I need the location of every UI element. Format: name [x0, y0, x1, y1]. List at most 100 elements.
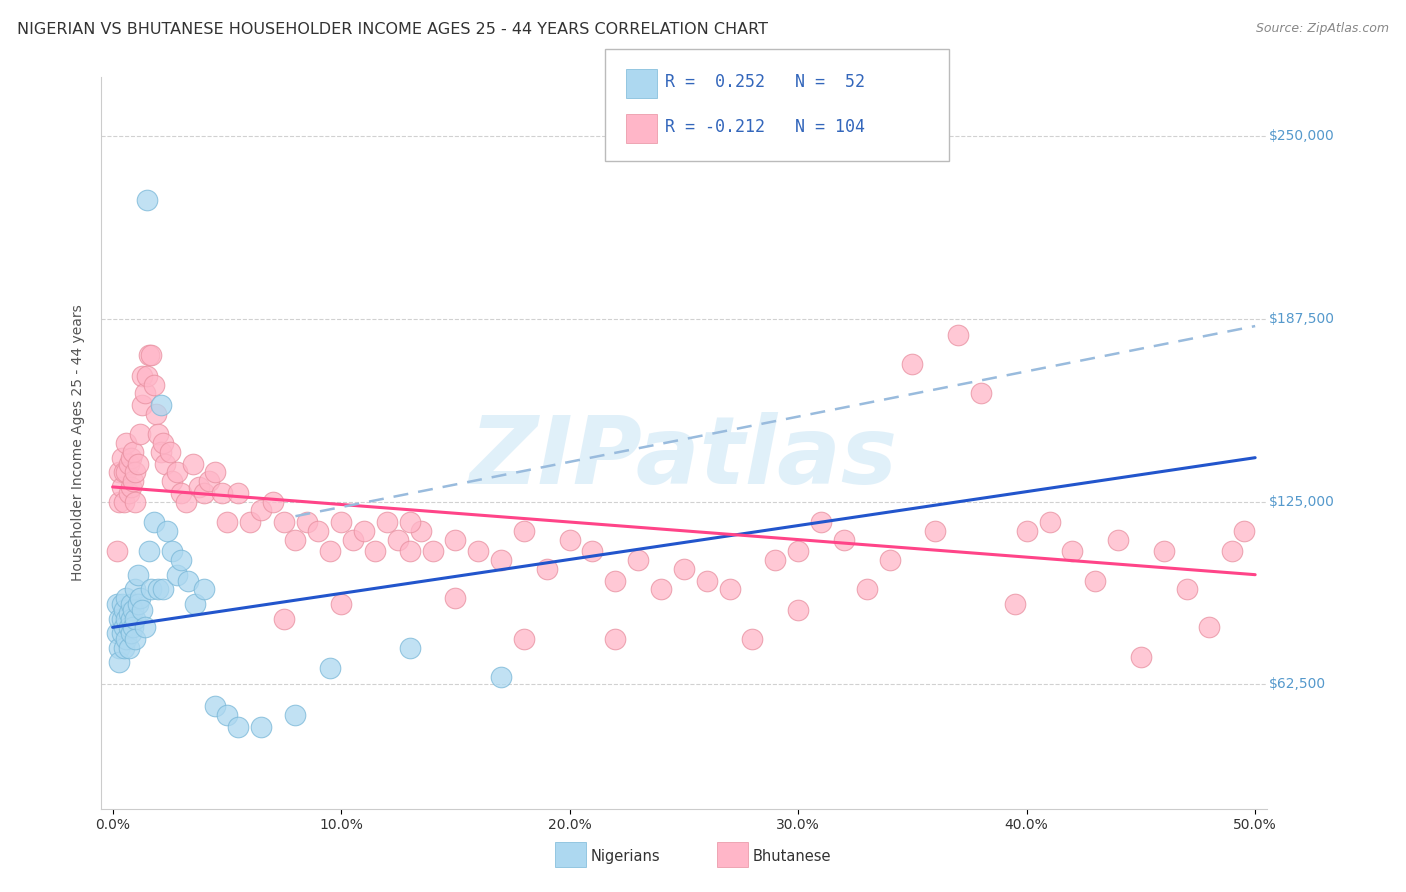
Text: NIGERIAN VS BHUTANESE HOUSEHOLDER INCOME AGES 25 - 44 YEARS CORRELATION CHART: NIGERIAN VS BHUTANESE HOUSEHOLDER INCOME…: [17, 22, 768, 37]
Text: R =  0.252   N =  52: R = 0.252 N = 52: [665, 73, 865, 91]
Point: [1004, 597, 1026, 611]
Point: [138, 544, 160, 558]
Point: [741, 632, 763, 646]
Point: [138, 348, 160, 362]
Point: [1175, 582, 1198, 597]
Point: [832, 533, 855, 547]
Point: [387, 533, 409, 547]
Point: [124, 465, 146, 479]
Point: [115, 632, 138, 646]
Point: [273, 515, 295, 529]
Point: [112, 465, 135, 479]
Point: [120, 611, 142, 625]
Point: [117, 485, 139, 500]
Point: [284, 533, 307, 547]
Point: [1153, 544, 1175, 558]
Point: [787, 603, 810, 617]
Point: [307, 524, 329, 538]
Point: [112, 494, 135, 508]
Point: [120, 597, 142, 611]
Point: [166, 567, 188, 582]
Point: [763, 553, 786, 567]
Point: [946, 327, 969, 342]
Point: [122, 445, 145, 459]
Point: [135, 368, 157, 383]
Point: [111, 450, 134, 465]
Point: [250, 503, 273, 517]
Point: [422, 544, 444, 558]
Point: [108, 465, 131, 479]
Point: [152, 582, 174, 597]
Point: [605, 574, 627, 588]
Point: [467, 544, 489, 558]
Point: [181, 457, 204, 471]
Point: [120, 626, 142, 640]
Point: [215, 708, 238, 723]
Point: [489, 553, 512, 567]
Point: [112, 640, 135, 655]
Point: [398, 515, 420, 529]
Point: [262, 494, 284, 508]
Point: [193, 582, 215, 597]
Point: [122, 620, 145, 634]
Point: [120, 450, 142, 465]
Point: [398, 640, 420, 655]
Point: [536, 562, 558, 576]
Point: [160, 474, 183, 488]
Point: [970, 386, 993, 401]
Point: [117, 606, 139, 620]
Point: [1233, 524, 1256, 538]
Point: [148, 582, 170, 597]
Point: [105, 544, 128, 558]
Point: [108, 494, 131, 508]
Point: [330, 597, 353, 611]
Point: [160, 544, 183, 558]
Point: [127, 567, 149, 582]
Point: [111, 597, 134, 611]
Text: R = -0.212   N = 104: R = -0.212 N = 104: [665, 119, 865, 136]
Point: [273, 611, 295, 625]
Point: [112, 620, 135, 634]
Point: [810, 515, 832, 529]
Point: [319, 544, 342, 558]
Point: [156, 524, 179, 538]
Point: [129, 427, 152, 442]
Point: [117, 620, 139, 634]
Point: [1220, 544, 1243, 558]
Point: [1084, 574, 1107, 588]
Point: [353, 524, 375, 538]
Point: [108, 611, 131, 625]
Point: [127, 597, 149, 611]
Point: [1015, 524, 1038, 538]
Point: [105, 597, 128, 611]
Point: [204, 465, 226, 479]
Point: [117, 640, 139, 655]
Point: [129, 591, 152, 605]
Point: [142, 515, 165, 529]
Point: [250, 720, 273, 734]
Point: [122, 474, 145, 488]
Point: [444, 591, 467, 605]
Point: [115, 611, 138, 625]
Point: [141, 348, 163, 362]
Point: [197, 474, 219, 488]
Point: [193, 485, 215, 500]
Text: Bhutanese: Bhutanese: [752, 849, 831, 863]
Point: [513, 524, 536, 538]
Point: [159, 445, 181, 459]
Point: [124, 632, 146, 646]
Text: Source: ZipAtlas.com: Source: ZipAtlas.com: [1256, 22, 1389, 36]
Point: [696, 574, 718, 588]
Point: [855, 582, 877, 597]
Point: [149, 398, 172, 412]
Point: [718, 582, 741, 597]
Point: [284, 708, 307, 723]
Point: [226, 485, 249, 500]
Point: [117, 457, 139, 471]
Point: [108, 640, 131, 655]
Point: [105, 626, 128, 640]
Point: [124, 494, 146, 508]
Point: [131, 368, 153, 383]
Point: [787, 544, 810, 558]
Point: [444, 533, 467, 547]
